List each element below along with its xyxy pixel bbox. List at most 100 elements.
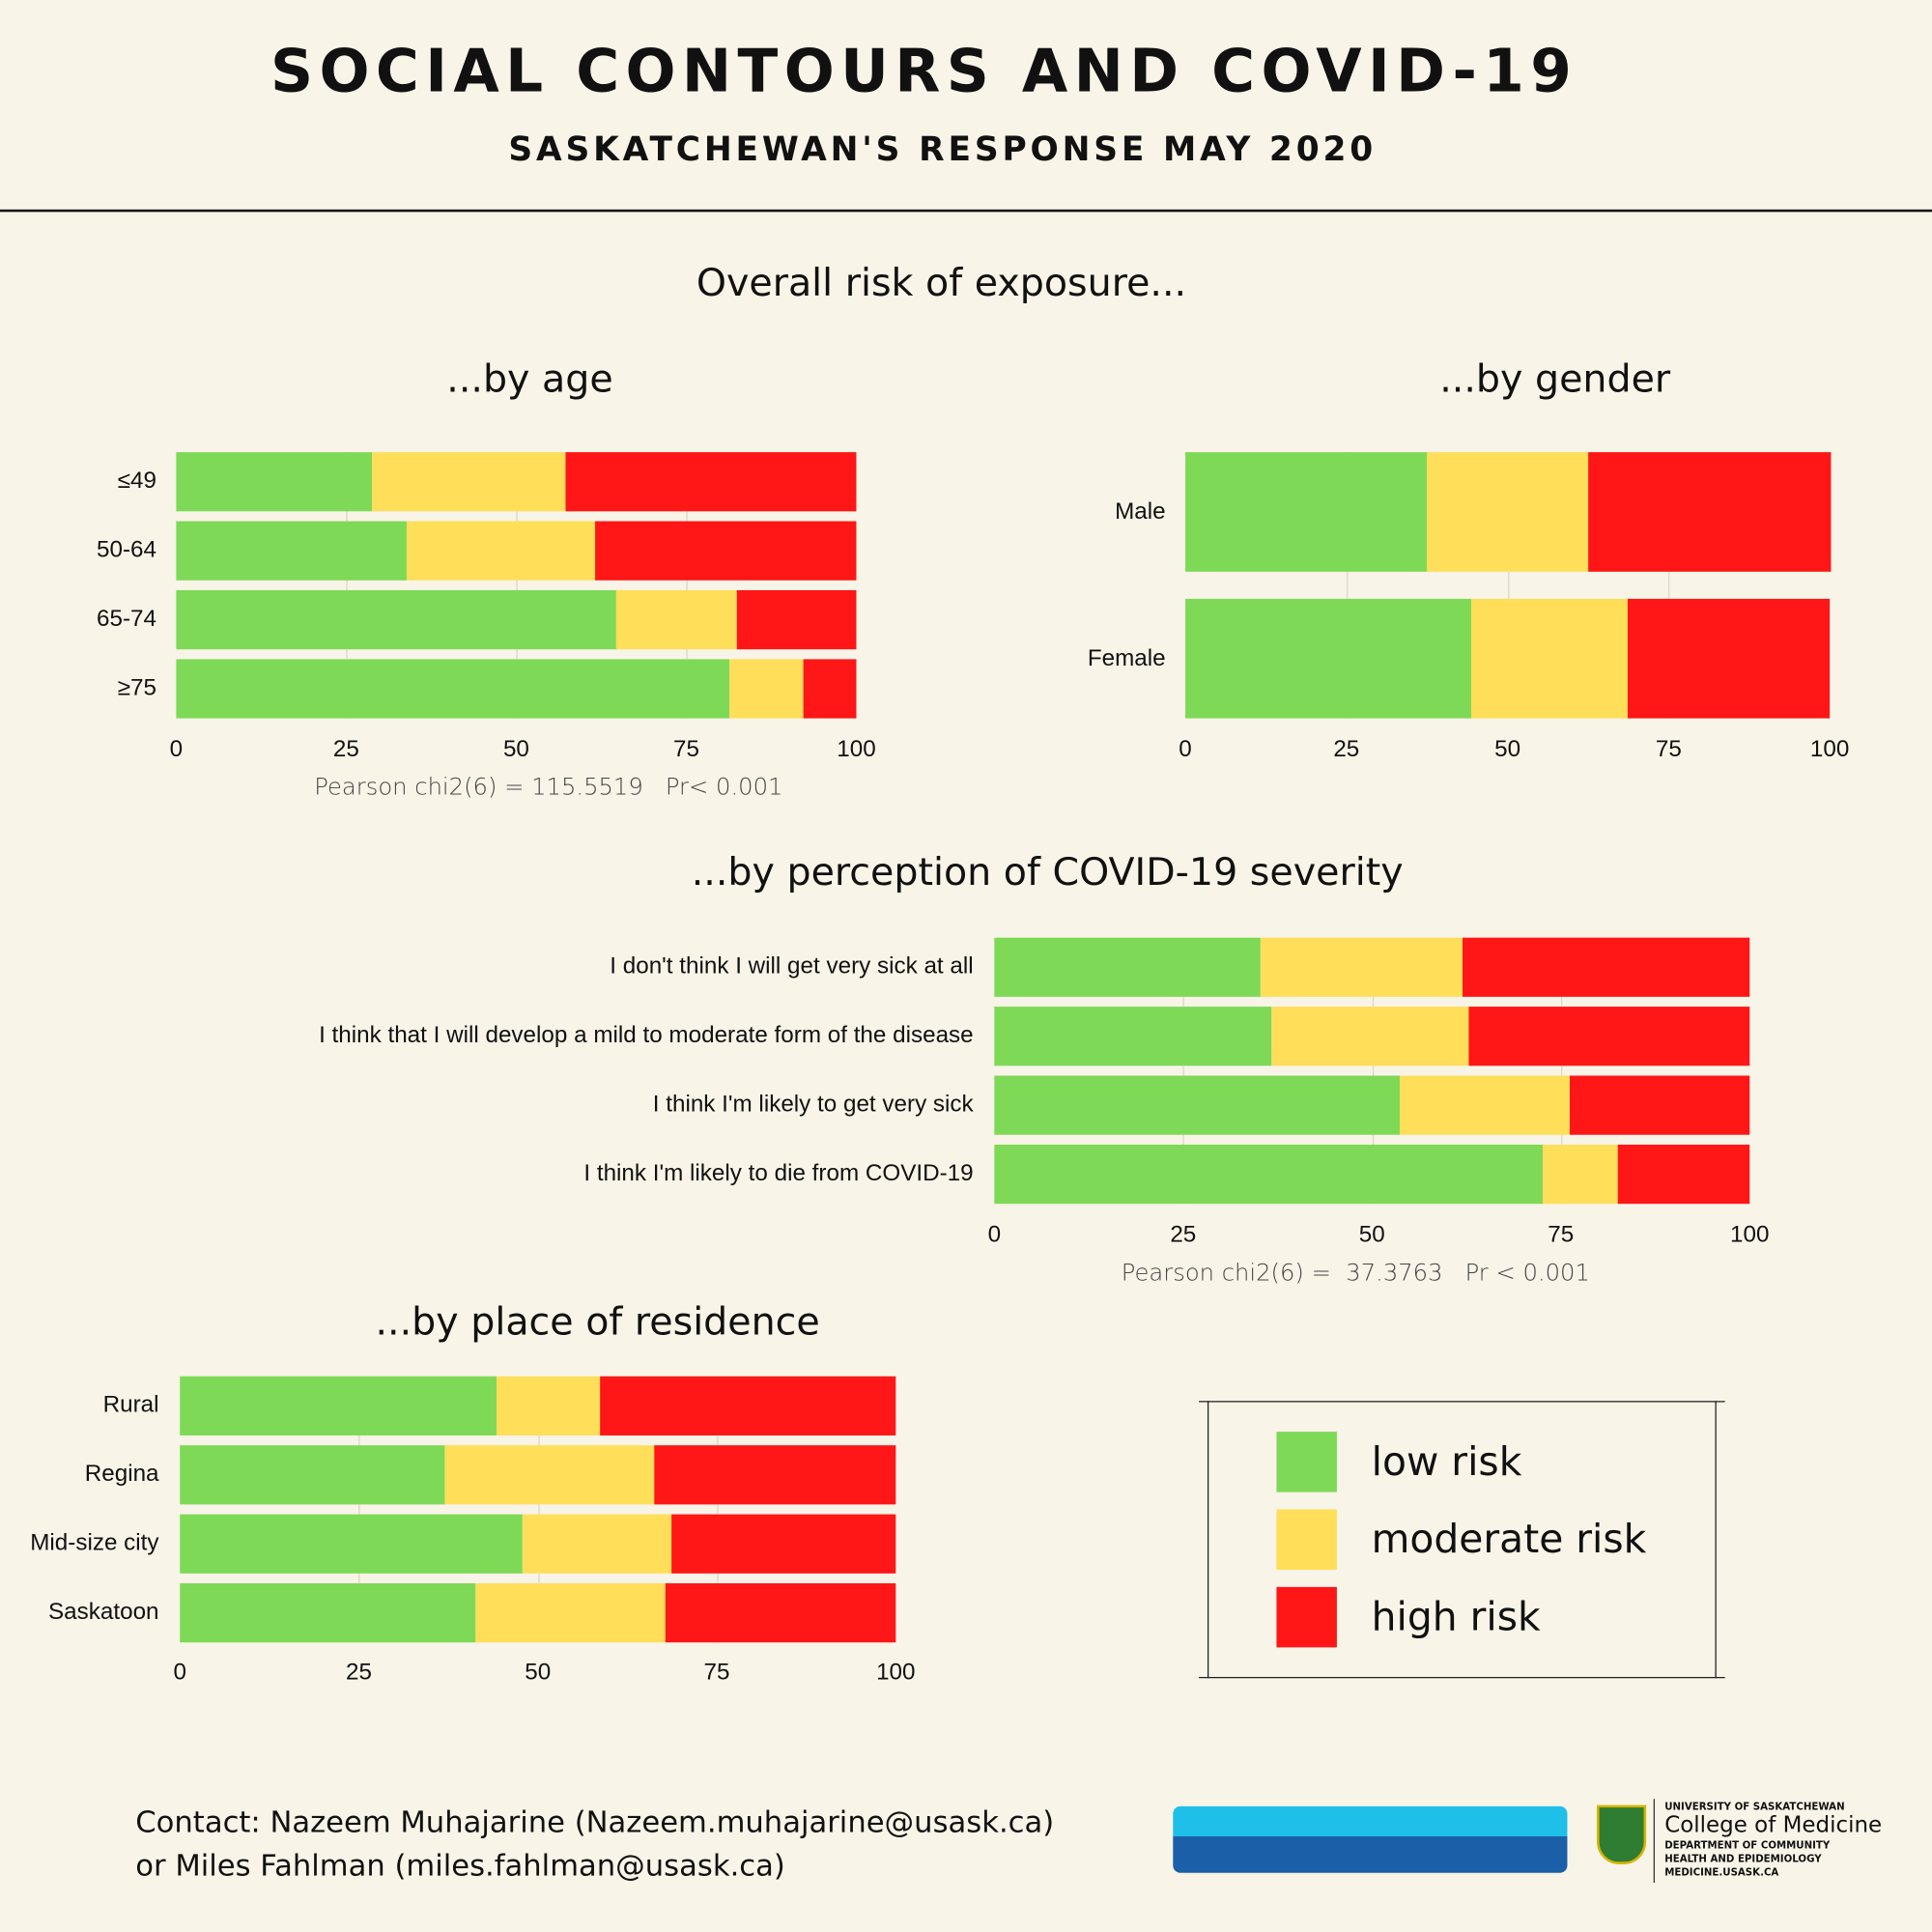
age-category-label: ≥75 [117,674,156,701]
perception-bar-low [994,937,1262,997]
residence-bar-low [180,1376,497,1435]
logo-divider [1653,1799,1656,1883]
residence-bar-low [180,1583,476,1643]
residence-bar-moderate [444,1445,656,1505]
age-gridline [346,452,348,719]
residence-bar-high [665,1583,896,1643]
residence-category-label: Regina [84,1461,159,1488]
residence-tick-label: 25 [346,1660,372,1686]
age-bar-high [736,589,858,650]
residence-category-label: Rural [102,1392,159,1419]
residence-tick-label: 100 [876,1660,916,1686]
chart-title-gender: ...by gender [1439,356,1671,402]
age-tick-label: 100 [837,736,876,763]
age-bar-high [565,452,858,512]
perception-bar-high [1463,937,1750,997]
age-gridline [516,452,518,719]
age-bar-low [176,659,730,719]
usask-dept-2: HEALTH AND EPIDEMIOLOGY [1664,1853,1822,1864]
gender-tick-label: 100 [1809,736,1850,763]
age-bar-high [803,659,858,719]
age-bar-moderate [372,452,566,512]
perception-bar-low [994,1075,1401,1135]
perception-bar-moderate [1260,937,1463,997]
gender-tick-label: 50 [1494,736,1521,763]
residence-bar-moderate [496,1376,601,1435]
perception-category-label: I think I'm likely to die from COVID-19 [583,1160,974,1187]
gender-bar-high [1587,452,1831,572]
gender-tick-label: 0 [1179,736,1192,763]
usask-logo-text: UNIVERSITY OF SASKATCHEWAN College of Me… [1664,1802,1882,1879]
perception-bar-moderate [1542,1144,1619,1205]
perception-gridline [1372,937,1374,1205]
contact-line-1: Contact: Nazeem Muhajarine (Nazeem.muhaj… [135,1804,1055,1840]
gender-tick-label: 75 [1655,736,1682,763]
spheru-logo [1173,1805,1568,1873]
usask-url: MEDICINE.USASK.CA [1664,1866,1779,1878]
gender-tick-label: 25 [1333,736,1360,763]
perception-category-label: I don't think I will get very sick at al… [610,953,974,980]
contact-info: Contact: Nazeem Muhajarine (Nazeem.muhaj… [135,1802,1054,1888]
residence-gridline [537,1376,540,1643]
page-title: SOCIAL CONTOURS AND COVID-19 [270,37,1578,106]
residence-bar-moderate [522,1514,672,1574]
age-tick-label: 75 [672,736,699,763]
gender-gridline [1507,452,1509,719]
gender-bar-low [1185,452,1428,572]
legend-label-moderate: moderate risk [1371,1515,1647,1563]
perception-gridline [1560,937,1563,1205]
residence-tick-label: 75 [703,1660,730,1686]
gender-bar-low [1185,598,1472,719]
gender-gridline [1346,452,1349,719]
residence-bar-moderate [475,1583,667,1643]
legend-swatch-moderate [1276,1509,1337,1570]
perception-tick-label: 0 [987,1222,1002,1249]
residence-bar-low [180,1514,524,1574]
chart-title-residence: ...by place of residence [375,1299,820,1345]
gender-category-label: Male [1115,497,1166,525]
perception-bar-high [1617,1144,1750,1205]
chart-title-perception: ...by perception of COVID-19 severity [691,850,1404,895]
residence-gridline [717,1376,719,1643]
residence-category-label: Saskatoon [48,1599,159,1626]
perception-category-label: I think that I will develop a mild to mo… [319,1022,974,1049]
residence-tick-label: 0 [173,1660,186,1686]
residence-gridline [358,1376,360,1643]
age-bar-moderate [728,659,805,719]
gender-bar-high [1628,598,1831,719]
header-divider [0,209,1932,213]
age-bar-high [595,521,858,581]
age-tick-label: 25 [332,736,359,763]
perception-tick-label: 100 [1730,1222,1770,1249]
gender-category-label: Female [1087,644,1166,671]
residence-bar-high [671,1514,896,1574]
chart-title-age: ...by age [446,356,613,402]
residence-bar-low [180,1445,446,1505]
age-bar-moderate [615,589,738,650]
age-bar-moderate [407,521,596,581]
age-tick-label: 0 [169,736,184,763]
age-gridline [686,452,688,719]
perception-gridline [1182,937,1185,1205]
gender-bar-moderate [1471,598,1629,719]
age-category-label: 50-64 [96,537,156,563]
perception-tick-label: 25 [1170,1222,1197,1249]
usask-dept-1: DEPARTMENT OF COMMUNITY [1664,1839,1831,1851]
residence-tick-label: 50 [525,1660,552,1686]
residence-bar-high [600,1376,896,1435]
legend-border-bottom [1199,1676,1725,1679]
perception-tick-label: 75 [1548,1222,1575,1249]
age-category-label: ≤49 [117,468,156,495]
perception-bar-low [994,1144,1544,1205]
legend-swatch-high [1276,1586,1337,1648]
gender-bar-moderate [1427,452,1589,572]
perception-bar-high [1468,1007,1750,1066]
legend-swatch-low [1276,1432,1337,1492]
usask-crest-icon [1597,1804,1647,1864]
legend-label-high: high risk [1371,1593,1541,1640]
contact-line-2: or Miles Fahlman (miles.fahlman@usask.ca… [135,1848,785,1883]
perception-bar-high [1570,1075,1750,1135]
usask-university: UNIVERSITY OF SASKATCHEWAN [1664,1801,1845,1813]
legend: low risk moderate risk high risk [1199,1401,1725,1679]
